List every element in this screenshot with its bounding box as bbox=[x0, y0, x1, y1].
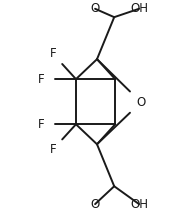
Text: O: O bbox=[136, 96, 146, 109]
Text: OH: OH bbox=[130, 198, 148, 211]
Text: O: O bbox=[90, 198, 100, 211]
Text: F: F bbox=[38, 73, 45, 86]
Text: F: F bbox=[50, 48, 56, 60]
Text: O: O bbox=[90, 2, 100, 15]
Text: OH: OH bbox=[130, 2, 148, 15]
Text: F: F bbox=[50, 143, 56, 156]
Text: F: F bbox=[38, 118, 45, 131]
